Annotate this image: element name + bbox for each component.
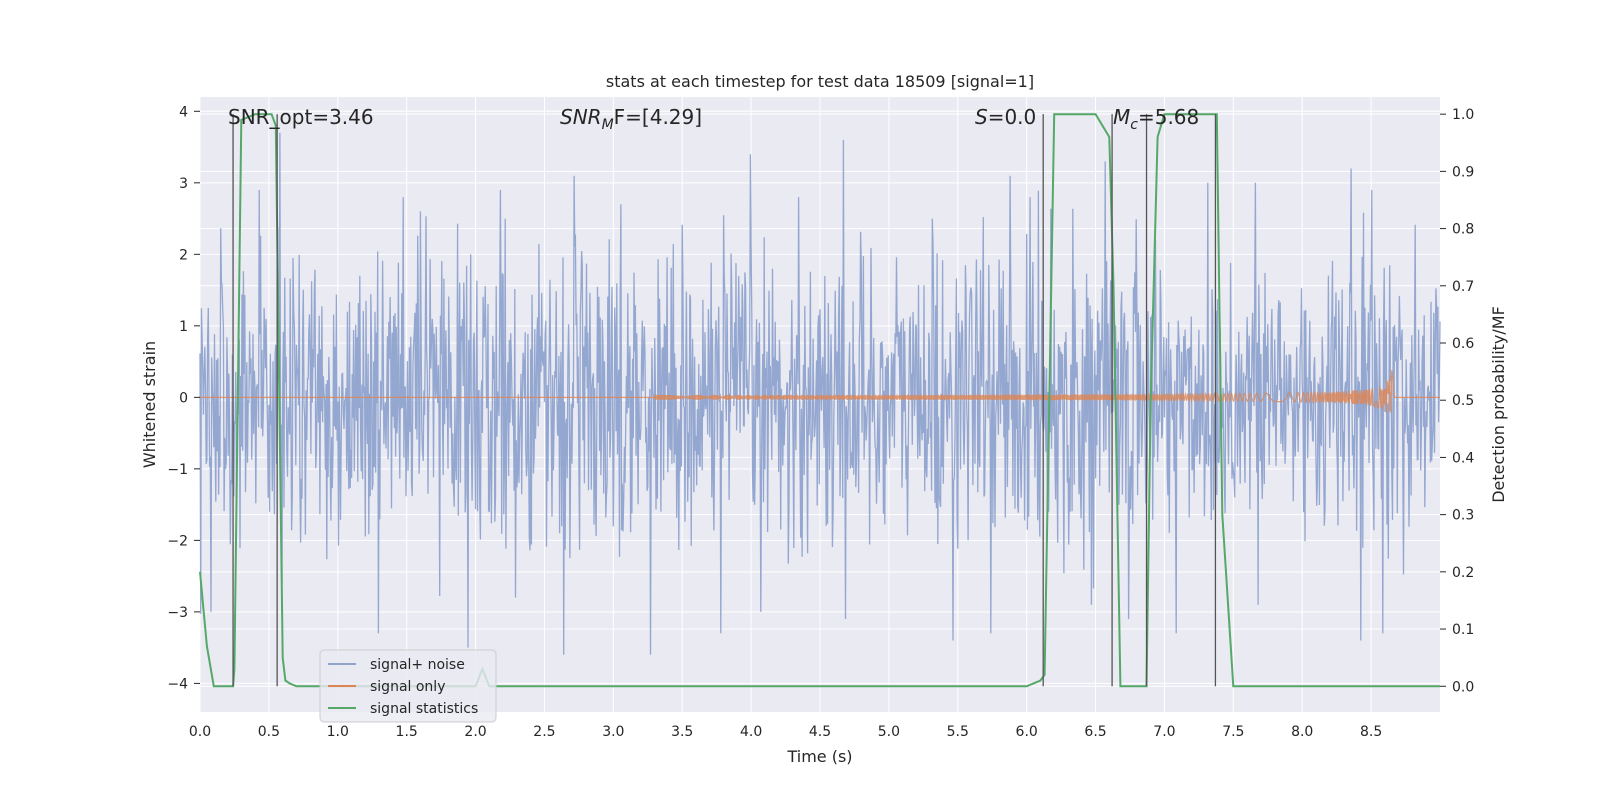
- x-tick-label: 1.0: [327, 724, 349, 740]
- series-signal-noise: [199, 132, 1441, 655]
- y-left-tick-label: −3: [167, 605, 188, 621]
- x-tick-label: 3.5: [671, 724, 693, 740]
- legend-label-signal-statistics: signal statistics: [370, 701, 478, 717]
- chart-title: stats at each timestep for test data 185…: [606, 72, 1034, 91]
- y-left-tick-label: −4: [167, 676, 188, 692]
- legend-label-signal-only: signal only: [370, 679, 445, 695]
- x-tick-label: 2.5: [533, 724, 555, 740]
- y-left-tick-label: 3: [179, 176, 188, 192]
- annotation-s-value: =0.0: [988, 105, 1037, 129]
- x-tick-label: 6.5: [1084, 724, 1106, 740]
- y-axis-label-right: Detection probability/MF: [1489, 306, 1508, 503]
- annotation-snr-mf-value: F=[4.29]: [614, 105, 702, 129]
- x-tick-label: 5.0: [878, 724, 900, 740]
- y-left-tick-label: 0: [179, 390, 188, 406]
- annotation-s: S=0.0: [975, 105, 1036, 129]
- legend-label-signal-noise: signal+ noise: [370, 657, 465, 673]
- y-right-tick-label: 1.0: [1452, 107, 1474, 123]
- x-tick-label: 4.5: [809, 724, 831, 740]
- legend-box: [319, 649, 497, 723]
- y-right-tick-label: 0.8: [1452, 222, 1474, 238]
- y-right-tick-label: 0.3: [1452, 508, 1474, 524]
- annotation-s-name: S: [975, 105, 988, 129]
- y-left-tick-label: −1: [167, 462, 188, 478]
- y-right-tick-label: 0.9: [1452, 164, 1474, 180]
- x-tick-label: 2.0: [464, 724, 486, 740]
- x-axis-label: Time (s): [786, 747, 852, 766]
- signal-statistics-line: [199, 113, 1440, 688]
- x-tick-label: 5.5: [947, 724, 969, 740]
- y-right-tick-label: 0.1: [1452, 622, 1474, 638]
- x-tick-label: 7.5: [1222, 724, 1244, 740]
- y-left-tick-label: −2: [167, 533, 188, 549]
- x-tick-label: 0.0: [189, 724, 211, 740]
- y-right-tick-label: 0.2: [1452, 565, 1474, 581]
- signal-only-line: [200, 370, 1440, 413]
- y-left-tick-label: 1: [179, 319, 188, 335]
- x-tick-label: 1.5: [396, 724, 418, 740]
- series-signal-statistics: [199, 113, 1440, 688]
- x-tick-label: 8.5: [1360, 724, 1382, 740]
- annotation-snr-mf: SNRMF=[4.29]: [560, 105, 702, 133]
- y-right-tick-label: 0.5: [1452, 393, 1474, 409]
- y-right-tick-label: 0.7: [1452, 279, 1474, 295]
- y-right-tick-label: 0.4: [1452, 450, 1474, 466]
- annotation-snr-opt: SNR_opt=3.46: [228, 105, 374, 129]
- annotation-snr-mf-sub: M: [602, 117, 614, 133]
- signal-noise-line: [199, 132, 1441, 655]
- x-tick-label: 7.0: [1153, 724, 1175, 740]
- annotation-mc-name: M: [1113, 105, 1130, 129]
- y-right-tick-label: 0.0: [1452, 679, 1474, 695]
- axis-ticks: 0.0 0.5 1.0 1.5 2.0 2.5 3.0 3.5 4.0 4.5 5.0 5.5 6.0 6…: [167, 104, 1474, 740]
- x-tick-label: 6.0: [1016, 724, 1038, 740]
- y-left-tick-label: 4: [179, 104, 188, 120]
- x-tick-label: 4.0: [740, 724, 762, 740]
- y-right-tick-label: 0.6: [1452, 336, 1474, 352]
- x-tick-label: 3.0: [602, 724, 624, 740]
- annotation-mc: Mc=5.68: [1113, 105, 1199, 133]
- x-tick-label: 0.5: [258, 724, 280, 740]
- annotation-mc-sub: c: [1130, 117, 1138, 133]
- legend: signal+ noise signal only signal statist…: [319, 649, 497, 723]
- annotation-snr-mf-name: SNR: [560, 105, 602, 129]
- y-axis-label-left: Whitened strain: [140, 341, 159, 468]
- vertical-markers: [232, 114, 1217, 687]
- y-left-tick-label: 2: [179, 247, 188, 263]
- x-tick-label: 8.0: [1291, 724, 1313, 740]
- series-signal-only: [200, 370, 1440, 413]
- annotation-mc-value: =5.68: [1138, 105, 1199, 129]
